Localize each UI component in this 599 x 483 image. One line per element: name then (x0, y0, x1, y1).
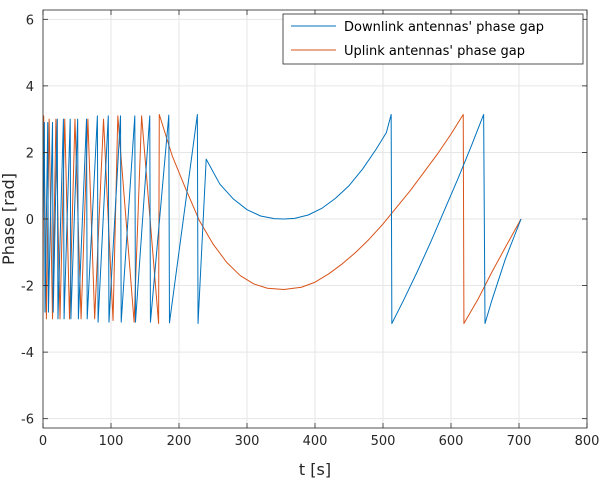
x-tick-label: 0 (39, 434, 47, 449)
series-line-downlink (42, 114, 522, 324)
y-tick-label: -2 (21, 280, 34, 295)
y-tick-label: 2 (26, 146, 34, 161)
x-axis-title: t [s] (299, 460, 331, 479)
series-layer (42, 114, 522, 324)
x-tick-label: 200 (167, 434, 192, 449)
y-axis-title: Phase [rad] (0, 173, 18, 265)
y-tick-label: 4 (26, 80, 34, 95)
legend: Downlink antennas' phase gap Uplink ante… (282, 13, 584, 65)
y-tick-label: 6 (26, 13, 34, 28)
x-tick-label: 700 (507, 434, 532, 449)
y-tick-label: -4 (21, 346, 34, 361)
legend-label-uplink: Uplink antennas' phase gap (344, 44, 525, 59)
y-tick-label: 0 (26, 213, 34, 228)
series-line-uplink (42, 114, 522, 324)
tick-marks (42, 10, 588, 428)
tick-labels: 0 100 200 300 400 500 600 700 800 -6 -4 -2 0 2 4 6 (21, 13, 599, 449)
legend-box (282, 13, 584, 65)
x-tick-label: 800 (575, 434, 599, 449)
x-tick-label: 400 (303, 434, 328, 449)
x-tick-label: 500 (371, 434, 396, 449)
x-tick-label: 100 (99, 434, 124, 449)
x-tick-label: 300 (235, 434, 260, 449)
legend-label-downlink: Downlink antennas' phase gap (344, 20, 544, 35)
x-tick-label: 600 (439, 434, 464, 449)
y-tick-label: -6 (21, 413, 34, 428)
